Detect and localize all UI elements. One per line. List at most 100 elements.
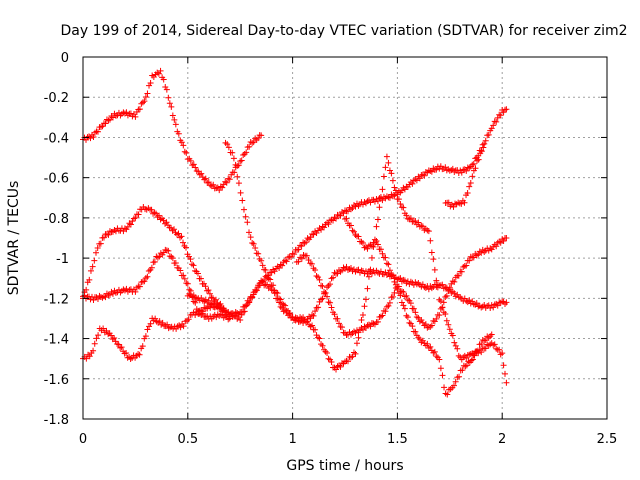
data-point-marker: [382, 254, 389, 261]
data-point-marker: [90, 134, 97, 141]
data-point-marker: [400, 276, 407, 283]
data-point-marker: [190, 298, 197, 305]
data-point-marker: [142, 274, 149, 281]
data-point-marker: [267, 276, 274, 283]
plot-area-border: [82, 56, 608, 420]
data-point-marker: [443, 292, 450, 299]
data-point-marker: [141, 98, 148, 105]
data-point-marker: [358, 317, 365, 324]
data-point-marker: [274, 290, 281, 297]
data-point-marker: [336, 212, 343, 219]
data-point-marker: [188, 261, 195, 268]
data-point-marker: [386, 299, 393, 306]
data-point-marker: [207, 301, 214, 308]
data-point-marker: [337, 212, 344, 219]
data-point-marker: [480, 144, 487, 151]
data-point-marker: [445, 321, 452, 328]
data-point-marker: [450, 382, 457, 389]
data-point-marker: [333, 366, 340, 373]
data-point-marker: [500, 362, 507, 369]
data-point-marker: [154, 254, 161, 261]
data-point-marker: [105, 331, 112, 338]
data-point-marker: [147, 79, 154, 86]
data-point-marker: [415, 334, 422, 341]
data-point-marker: [138, 279, 145, 286]
data-point-marker: [404, 296, 411, 303]
data-point-marker: [409, 323, 416, 330]
data-point-marker: [171, 116, 178, 123]
data-point-marker: [325, 221, 332, 228]
data-point-marker: [112, 338, 119, 345]
data-point-marker: [87, 135, 94, 142]
data-point-marker: [404, 215, 411, 222]
data-point-marker: [177, 324, 184, 331]
data-point-marker: [425, 167, 432, 174]
data-point-marker: [241, 303, 248, 310]
data-point-marker: [385, 194, 392, 201]
data-point-marker: [197, 275, 204, 282]
x-tick-label: 0.5: [177, 432, 198, 447]
data-point-marker: [403, 312, 410, 319]
data-point-marker: [249, 240, 256, 247]
data-point-marker: [177, 267, 184, 274]
data-point-marker: [238, 157, 245, 164]
data-point-marker: [246, 143, 253, 150]
data-point-marker: [190, 262, 197, 269]
data-point-marker: [103, 230, 110, 237]
data-point-marker: [454, 345, 461, 352]
data-point-marker: [237, 189, 244, 196]
data-point-marker: [433, 315, 440, 322]
data-point-marker: [436, 312, 443, 319]
data-point-marker: [478, 148, 485, 155]
data-point-marker: [315, 334, 322, 341]
data-point-marker: [309, 230, 316, 237]
data-point-marker: [180, 323, 187, 330]
data-point-marker: [449, 288, 456, 295]
data-point-marker: [373, 223, 380, 230]
data-point-marker: [172, 260, 179, 267]
data-point-marker: [416, 175, 423, 182]
data-point-marker: [404, 314, 411, 321]
data-point-marker: [90, 347, 97, 354]
data-point-marker: [469, 298, 476, 305]
data-point-marker: [419, 281, 426, 288]
data-point-marker: [455, 352, 462, 359]
data-point-marker: [337, 268, 344, 275]
data-point-marker: [460, 354, 467, 361]
data-point-marker: [258, 279, 265, 286]
data-point-marker: [427, 237, 434, 244]
data-point-marker: [130, 215, 137, 222]
data-point-marker: [446, 284, 453, 291]
data-point-marker: [465, 358, 472, 365]
data-point-marker: [415, 219, 422, 226]
data-point-marker: [229, 149, 236, 156]
data-point-marker: [136, 106, 143, 113]
data-point-marker: [198, 307, 205, 314]
data-point-marker: [162, 246, 169, 253]
data-point-marker: [334, 363, 341, 370]
data-point-marker: [312, 308, 319, 315]
data-point-marker: [319, 342, 326, 349]
data-point-marker: [461, 295, 468, 302]
data-point-marker: [347, 354, 354, 361]
data-markers: [80, 67, 510, 398]
data-point-marker: [468, 357, 475, 364]
data-point-marker: [481, 249, 488, 256]
data-point-marker: [327, 299, 334, 306]
data-point-marker: [295, 246, 302, 253]
data-point-marker: [325, 355, 332, 362]
data-point-marker: [309, 311, 316, 318]
data-point-marker: [436, 356, 443, 363]
series-satellite-track-g: [293, 235, 510, 339]
data-point-marker: [424, 324, 431, 331]
data-point-marker: [458, 268, 465, 275]
data-point-marker: [358, 267, 365, 274]
y-tick-label: -0.8: [44, 212, 69, 227]
data-point-marker: [175, 130, 182, 137]
data-point-marker: [412, 309, 419, 316]
data-point-marker: [135, 211, 142, 218]
data-point-marker: [224, 141, 231, 148]
data-point-marker: [377, 193, 384, 200]
data-point-marker: [379, 186, 386, 193]
data-point-marker: [491, 301, 498, 308]
